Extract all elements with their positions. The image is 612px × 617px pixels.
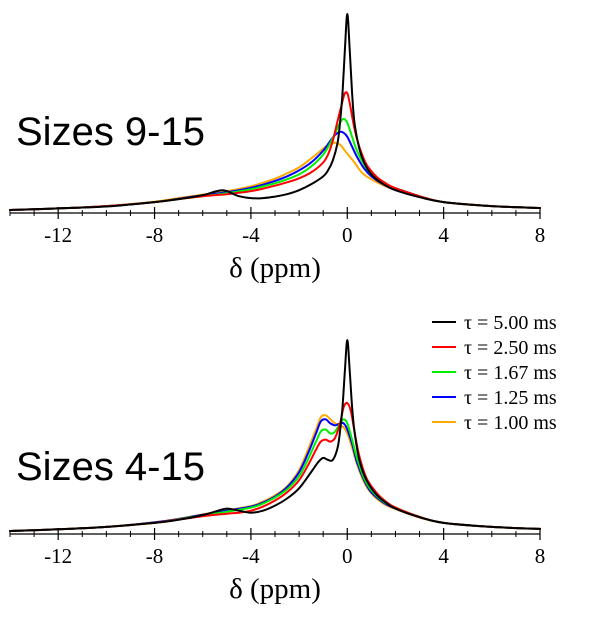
panel-top: Sizes 9-15 -12 -8 -4 0 4 8 δ (ppm) bbox=[9, 13, 546, 284]
legend-label: τ = 1.25 ms bbox=[464, 387, 557, 409]
legend-entry: τ = 1.25 ms bbox=[432, 387, 557, 409]
x-tick-label: -12 bbox=[44, 223, 72, 247]
x-axis-label: δ (ppm) bbox=[229, 573, 321, 605]
x-tick-label: 4 bbox=[438, 544, 449, 568]
series-line bbox=[9, 401, 541, 532]
x-tick-label: 0 bbox=[342, 544, 353, 568]
x-axis-label: δ (ppm) bbox=[229, 252, 321, 284]
x-tick-label: -4 bbox=[242, 223, 260, 247]
legend-label: τ = 2.50 ms bbox=[464, 337, 557, 359]
legend-entry: τ = 2.50 ms bbox=[432, 337, 557, 359]
plot-area bbox=[9, 339, 541, 532]
plot-area bbox=[9, 13, 541, 211]
x-tick-label: -8 bbox=[146, 544, 164, 568]
x-tick-label: -12 bbox=[44, 544, 72, 568]
x-tick-label: 0 bbox=[342, 223, 353, 247]
panel-label: Sizes 9-15 bbox=[16, 110, 205, 154]
x-axis-ticks: -12 -8 -4 0 4 8 bbox=[9, 207, 546, 247]
series-line bbox=[9, 339, 541, 532]
legend-label: τ = 1.00 ms bbox=[464, 412, 557, 434]
x-tick-label: 8 bbox=[535, 544, 546, 568]
legend: τ = 5.00 ms τ = 2.50 ms τ = 1.67 ms τ = … bbox=[432, 312, 557, 434]
legend-entry: τ = 5.00 ms bbox=[432, 312, 557, 334]
x-tick-label: 8 bbox=[535, 223, 546, 247]
series-line bbox=[9, 91, 541, 211]
x-axis-ticks: -12 -8 -4 0 4 8 bbox=[9, 528, 546, 568]
x-tick-label: -4 bbox=[242, 544, 260, 568]
legend-entry: τ = 1.00 ms bbox=[432, 412, 557, 434]
legend-label: τ = 1.67 ms bbox=[464, 362, 557, 384]
legend-label: τ = 5.00 ms bbox=[464, 312, 557, 334]
panel-bottom: Sizes 4-15 -12 -8 -4 0 4 8 δ (ppm) bbox=[9, 339, 546, 605]
legend-entry: τ = 1.67 ms bbox=[432, 362, 557, 384]
panel-label: Sizes 4-15 bbox=[16, 445, 205, 489]
x-tick-label: -8 bbox=[146, 223, 164, 247]
x-tick-label: 4 bbox=[438, 223, 449, 247]
series-line bbox=[9, 13, 541, 211]
